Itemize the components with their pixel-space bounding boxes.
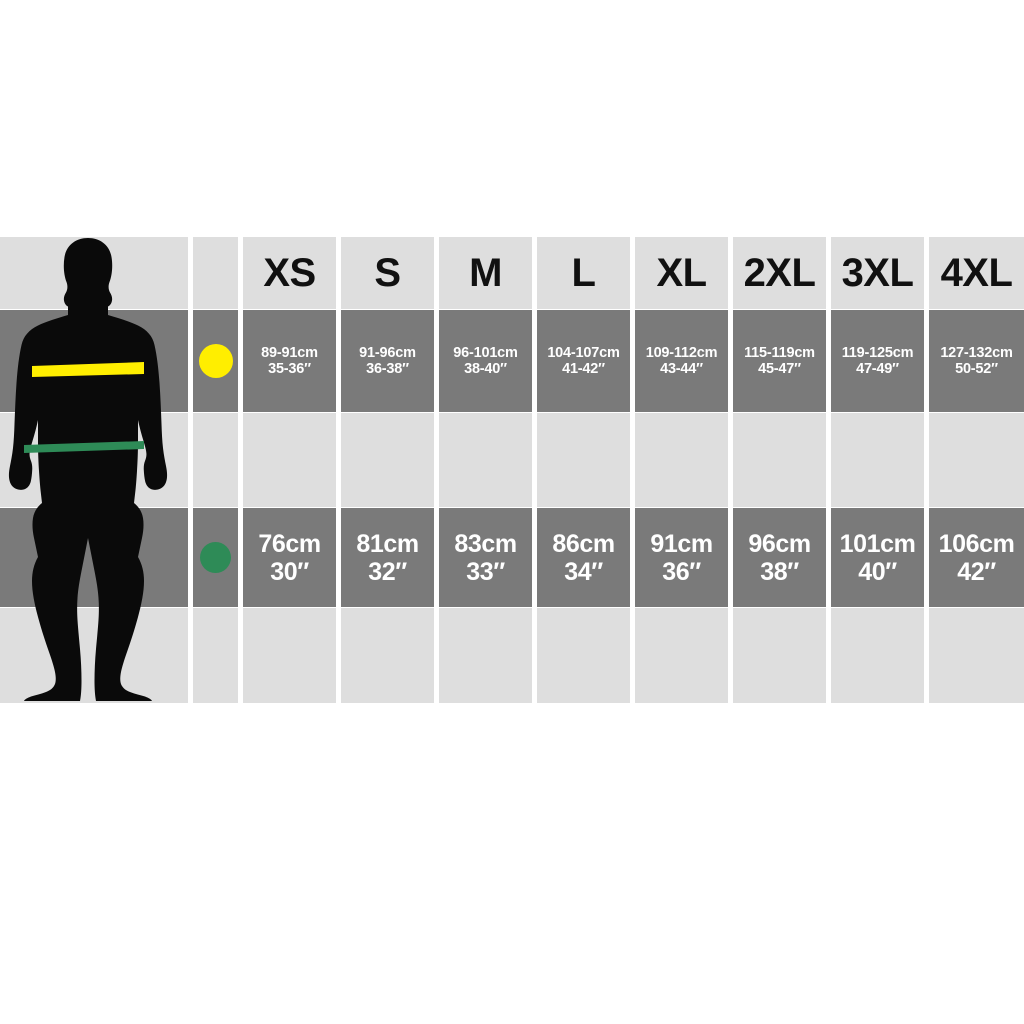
spacer-cell-xs	[243, 413, 336, 507]
figure-cell-row3	[0, 413, 188, 507]
yellow-dot-icon	[198, 344, 233, 378]
spacer-cell-3xl	[831, 413, 924, 507]
chest-in-2xl: 45-47″	[758, 361, 801, 377]
chest-cell-4xl: 127-132cm 50-52″	[929, 310, 1024, 412]
waist-cm-s: 81cm	[356, 529, 419, 558]
chest-cm-l: 104-107cm	[547, 344, 620, 361]
chest-in-xl: 43-44″	[660, 361, 703, 377]
spacer-cell-l	[537, 413, 630, 507]
spacer-cell-m	[439, 413, 532, 507]
waist-cm-m: 83cm	[454, 529, 517, 558]
chest-in-m: 38-40″	[464, 361, 507, 377]
footer-cell-s	[341, 608, 434, 703]
chest-cm-2xl: 115-119cm	[744, 344, 815, 361]
waist-cm-xs: 76cm	[258, 529, 321, 558]
legend-cell-header	[193, 237, 238, 309]
footer-cell-2xl	[733, 608, 826, 703]
size-chart: XS 89-91cm 35-36″ 76cm 30″ S 91-96cm 36-…	[0, 237, 1024, 703]
chest-cm-s: 91-96cm	[359, 344, 416, 361]
waist-in-4xl: 42″	[957, 557, 996, 586]
size-header-xl: XL	[635, 237, 728, 309]
waist-cell-2xl: 96cm 38″	[733, 508, 826, 607]
waist-cell-xs: 76cm 30″	[243, 508, 336, 607]
figure-cell-row2	[0, 310, 188, 412]
waist-in-l: 34″	[564, 557, 603, 586]
chest-cell-2xl: 115-119cm 45-47″	[733, 310, 826, 412]
footer-cell-4xl	[929, 608, 1024, 703]
waist-cell-3xl: 101cm 40″	[831, 508, 924, 607]
legend-cell-waist	[193, 508, 238, 607]
size-header-xs: XS	[243, 237, 336, 309]
footer-cell-3xl	[831, 608, 924, 703]
legend-cell-spacer	[193, 413, 238, 507]
chest-cell-m: 96-101cm 38-40″	[439, 310, 532, 412]
waist-cm-2xl: 96cm	[748, 529, 811, 558]
size-header-l: L	[537, 237, 630, 309]
chest-cell-l: 104-107cm 41-42″	[537, 310, 630, 412]
size-label-xs: XS	[263, 250, 316, 295]
waist-in-s: 32″	[368, 557, 407, 586]
footer-cell-xl	[635, 608, 728, 703]
chest-cell-3xl: 119-125cm 47-49″	[831, 310, 924, 412]
footer-cell-xs	[243, 608, 336, 703]
legend-cell-footer	[193, 608, 238, 703]
waist-cell-4xl: 106cm 42″	[929, 508, 1024, 607]
chest-cm-3xl: 119-125cm	[841, 344, 914, 361]
chest-cell-xs: 89-91cm 35-36″	[243, 310, 336, 412]
green-dot-icon	[200, 542, 231, 573]
figure-cell-row1	[0, 237, 188, 309]
size-header-s: S	[341, 237, 434, 309]
spacer-cell-s	[341, 413, 434, 507]
footer-cell-m	[439, 608, 532, 703]
spacer-cell-2xl	[733, 413, 826, 507]
size-label-s: S	[374, 250, 401, 295]
size-label-3xl: 3XL	[841, 250, 914, 295]
size-header-3xl: 3XL	[831, 237, 924, 309]
waist-in-3xl: 40″	[858, 557, 897, 586]
waist-cm-4xl: 106cm	[938, 529, 1015, 558]
legend-cell-chest	[193, 310, 238, 412]
figure-cell-row5	[0, 608, 188, 703]
size-label-xl: XL	[656, 250, 707, 295]
size-label-2xl: 2XL	[743, 250, 816, 295]
waist-cell-m: 83cm 33″	[439, 508, 532, 607]
waist-cm-xl: 91cm	[650, 529, 713, 558]
waist-cell-xl: 91cm 36″	[635, 508, 728, 607]
size-label-m: M	[469, 250, 502, 295]
footer-cell-l	[537, 608, 630, 703]
chest-in-s: 36-38″	[366, 361, 409, 377]
chest-in-3xl: 47-49″	[856, 361, 899, 377]
size-header-m: M	[439, 237, 532, 309]
waist-cell-l: 86cm 34″	[537, 508, 630, 607]
waist-in-xs: 30″	[270, 557, 309, 586]
size-header-2xl: 2XL	[733, 237, 826, 309]
waist-cell-s: 81cm 32″	[341, 508, 434, 607]
waist-cm-3xl: 101cm	[839, 529, 916, 558]
waist-cm-l: 86cm	[552, 529, 615, 558]
spacer-cell-4xl	[929, 413, 1024, 507]
spacer-cell-xl	[635, 413, 728, 507]
chest-in-4xl: 50-52″	[955, 361, 998, 377]
waist-in-2xl: 38″	[760, 557, 799, 586]
chest-in-xs: 35-36″	[268, 361, 311, 377]
figure-cell-row4	[0, 508, 188, 607]
size-label-4xl: 4XL	[940, 250, 1013, 295]
waist-in-xl: 36″	[662, 557, 701, 586]
waist-in-m: 33″	[466, 557, 505, 586]
chest-cm-xl: 109-112cm	[645, 344, 718, 361]
chest-cm-m: 96-101cm	[453, 344, 518, 361]
size-header-4xl: 4XL	[929, 237, 1024, 309]
chest-cm-4xl: 127-132cm	[940, 344, 1013, 361]
size-label-l: L	[571, 250, 596, 295]
chest-cell-xl: 109-112cm 43-44″	[635, 310, 728, 412]
chest-cm-xs: 89-91cm	[261, 344, 318, 361]
chest-cell-s: 91-96cm 36-38″	[341, 310, 434, 412]
chest-in-l: 41-42″	[562, 361, 605, 377]
